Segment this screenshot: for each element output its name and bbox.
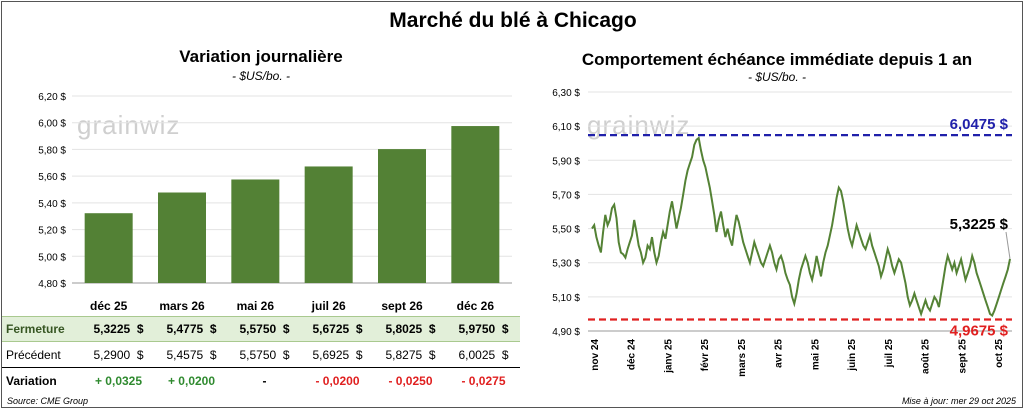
table-cell: - 0,0200 — [315, 374, 360, 388]
last-value-label: 5,3225 $ — [950, 216, 1009, 233]
y-tick-label: 5,40 $ — [38, 199, 66, 210]
series-line — [591, 136, 1011, 318]
left-chart-title: Variation journalière — [179, 47, 343, 66]
row-label: Variation — [6, 374, 57, 388]
x-tick-label: mai 25 — [810, 339, 821, 371]
y-tick-label: 5,00 $ — [38, 252, 66, 263]
left-bar-chart: 4,80 $ 5,00 $ 5,20 $ 5,40 $ 5,60 $ 5,80 $ 6,00… — [38, 92, 512, 313]
bar — [451, 126, 500, 283]
x-tick-label: janv 25 — [663, 339, 674, 374]
bar — [158, 192, 206, 283]
table-cell: 5,4775 $ — [166, 322, 217, 336]
table-cell: 5,9750 $ — [458, 322, 509, 336]
y-tick-label: 5,50 $ — [552, 225, 580, 236]
y-tick-label: 6,10 $ — [552, 122, 580, 133]
table-cell: - — [262, 374, 267, 388]
x-tick-label: août 25 — [921, 339, 932, 374]
y-tick-label: 6,20 $ — [38, 92, 66, 103]
table-cell: 5,5750 $ — [239, 347, 290, 362]
x-tick-label: mars 25 — [737, 339, 748, 377]
x-tick-label: oct 25 — [994, 339, 1005, 368]
update-note: Mise à jour: mer 29 oct 2025 — [901, 396, 1016, 406]
bar — [304, 166, 353, 283]
right-chart-title: Comportement échéance immédiate depuis 1… — [581, 50, 973, 69]
table-cell: 5,4575 $ — [166, 347, 217, 362]
right-line-chart: 4,90 $ 5,10 $ 5,30 $ 5,50 $ 5,70 $ 5,90 $ 6,10… — [552, 88, 1012, 377]
y-tick-label: 5,90 $ — [552, 156, 580, 167]
left-chart-unit: - $US/bo. - — [231, 69, 291, 83]
x-tick-label: déc 24 — [627, 339, 638, 371]
row-label: Fermeture — [6, 322, 65, 336]
table-cell: 5,6925 $ — [312, 347, 363, 362]
watermark-left: grainwiz — [77, 110, 181, 140]
y-tick-label: 5,30 $ — [552, 259, 580, 270]
bar — [231, 179, 280, 283]
bar — [378, 149, 426, 283]
table-cell: 5,2900 $ — [93, 347, 144, 362]
table-row-variation: Variation + 0,0325 + 0,0200 - - 0,0200 - 0,02… — [2, 368, 520, 394]
table-cell: 5,3225 $ — [93, 322, 144, 336]
table-cell: - 0,0250 — [388, 374, 433, 388]
x-tick-label: avr 25 — [774, 339, 785, 368]
right-chart-unit: - $US/bo. - — [747, 70, 807, 84]
y-tick-label: 5,80 $ — [38, 145, 66, 156]
price-table: Fermeture 5,3225 $ 5,4775 $ 5,5750 $ 5,6725 … — [2, 316, 520, 394]
y-tick-label: 6,30 $ — [552, 88, 580, 99]
y-tick-label: 5,60 $ — [38, 172, 66, 183]
table-cell: 5,6725 $ — [312, 322, 363, 336]
table-cell: + 0,0325 — [94, 374, 143, 388]
table-row-previous: Précédent 5,2900 $ 5,4575 $ 5,5750 $ 5,6925 … — [2, 342, 520, 368]
table-cell: - 0,0275 — [461, 374, 506, 388]
x-tick-label: févr 25 — [700, 339, 711, 372]
x-tick-label: mars 26 — [159, 299, 205, 313]
x-tick-label: déc 26 — [457, 299, 495, 313]
row-label: Précédent — [6, 347, 61, 362]
table-cell: 6,0025 $ — [458, 347, 509, 362]
x-tick-label: nov 24 — [590, 339, 601, 371]
x-tick-label: sept 25 — [957, 339, 968, 374]
x-tick-label: juin 25 — [847, 339, 858, 372]
y-tick-label: 5,70 $ — [552, 190, 580, 201]
table-row-close: Fermeture 5,3225 $ 5,4775 $ 5,5750 $ 5,6725 … — [2, 316, 520, 342]
x-tick-label: juil 25 — [884, 339, 895, 369]
y-tick-label: 5,10 $ — [552, 293, 580, 304]
main-title: Marché du blé à Chicago — [389, 9, 637, 32]
low-label: 4,9675 $ — [950, 322, 1009, 339]
y-tick-label: 4,80 $ — [38, 279, 66, 290]
y-tick-label: 5,20 $ — [38, 226, 66, 237]
y-tick-label: 4,90 $ — [552, 327, 580, 338]
x-tick-label: juil 26 — [311, 299, 346, 313]
table-cell: 5,5750 $ — [239, 322, 290, 336]
x-tick-label: sept 26 — [381, 299, 423, 313]
bar — [84, 213, 133, 283]
last-value-leader — [1005, 231, 1011, 259]
table-cell: 5,8025 $ — [385, 322, 436, 336]
y-tick-label: 6,00 $ — [38, 119, 66, 130]
source-note: Source: CME Group — [7, 396, 89, 406]
x-tick-label: mai 26 — [237, 299, 275, 313]
high-label: 6,0475 $ — [950, 116, 1009, 133]
table-cell: + 0,0200 — [167, 374, 216, 388]
table-cell: 5,8275 $ — [385, 347, 436, 362]
x-tick-label: déc 25 — [90, 299, 128, 313]
